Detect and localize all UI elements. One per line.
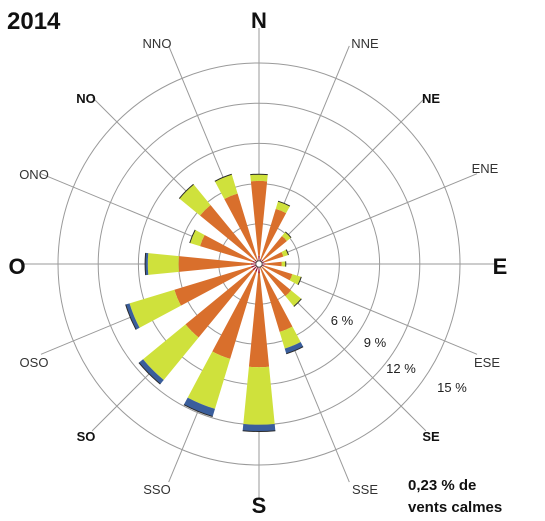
calm-winds-note: 0,23 % de vents calmes [408,475,502,519]
ring-label-2: 9 % [364,335,387,350]
spoke-ene [259,174,477,264]
direction-label-sse: SSE [352,482,378,497]
direction-label-no: NO [76,91,96,106]
direction-label-oso: OSO [20,355,49,370]
center-point [256,261,262,267]
direction-label-ene: ENE [472,161,499,176]
petal-s-bin2 [249,273,269,367]
petal-s-bin3 [243,367,274,425]
petal-o-bin3 [148,253,179,275]
petal-outline-o [145,253,146,275]
calm-winds-line2: vents calmes [408,497,502,519]
direction-label-n: N [251,8,267,33]
petal-n-bin3 [250,174,268,181]
calm-winds-line1: 0,23 % de [408,475,502,497]
petal-sso-bin3 [188,351,230,408]
direction-label-o: O [8,254,25,279]
petal-o-bin2 [179,256,251,272]
petal-s-bin4 [243,424,276,431]
ring-label-1: 6 % [331,313,354,328]
direction-label-nne: NNE [351,36,379,51]
direction-label-ese: ESE [474,355,500,370]
direction-label-ne: NE [422,91,440,106]
direction-label-se: SE [422,429,440,444]
direction-label-nno: NNO [143,36,172,51]
direction-label-ono: ONO [19,167,49,182]
petal-oso-bin3 [130,290,181,328]
petal-e-bin2 [266,262,282,266]
direction-label-so: SO [77,429,96,444]
petal-e-bin3 [282,261,286,266]
ring-label-3: 12 % [386,361,416,376]
ring-label-4: 15 % [437,380,467,395]
direction-label-sso: SSO [143,482,170,497]
petal-n-bin2 [251,181,267,256]
direction-label-e: E [493,254,508,279]
direction-label-s: S [252,493,267,518]
